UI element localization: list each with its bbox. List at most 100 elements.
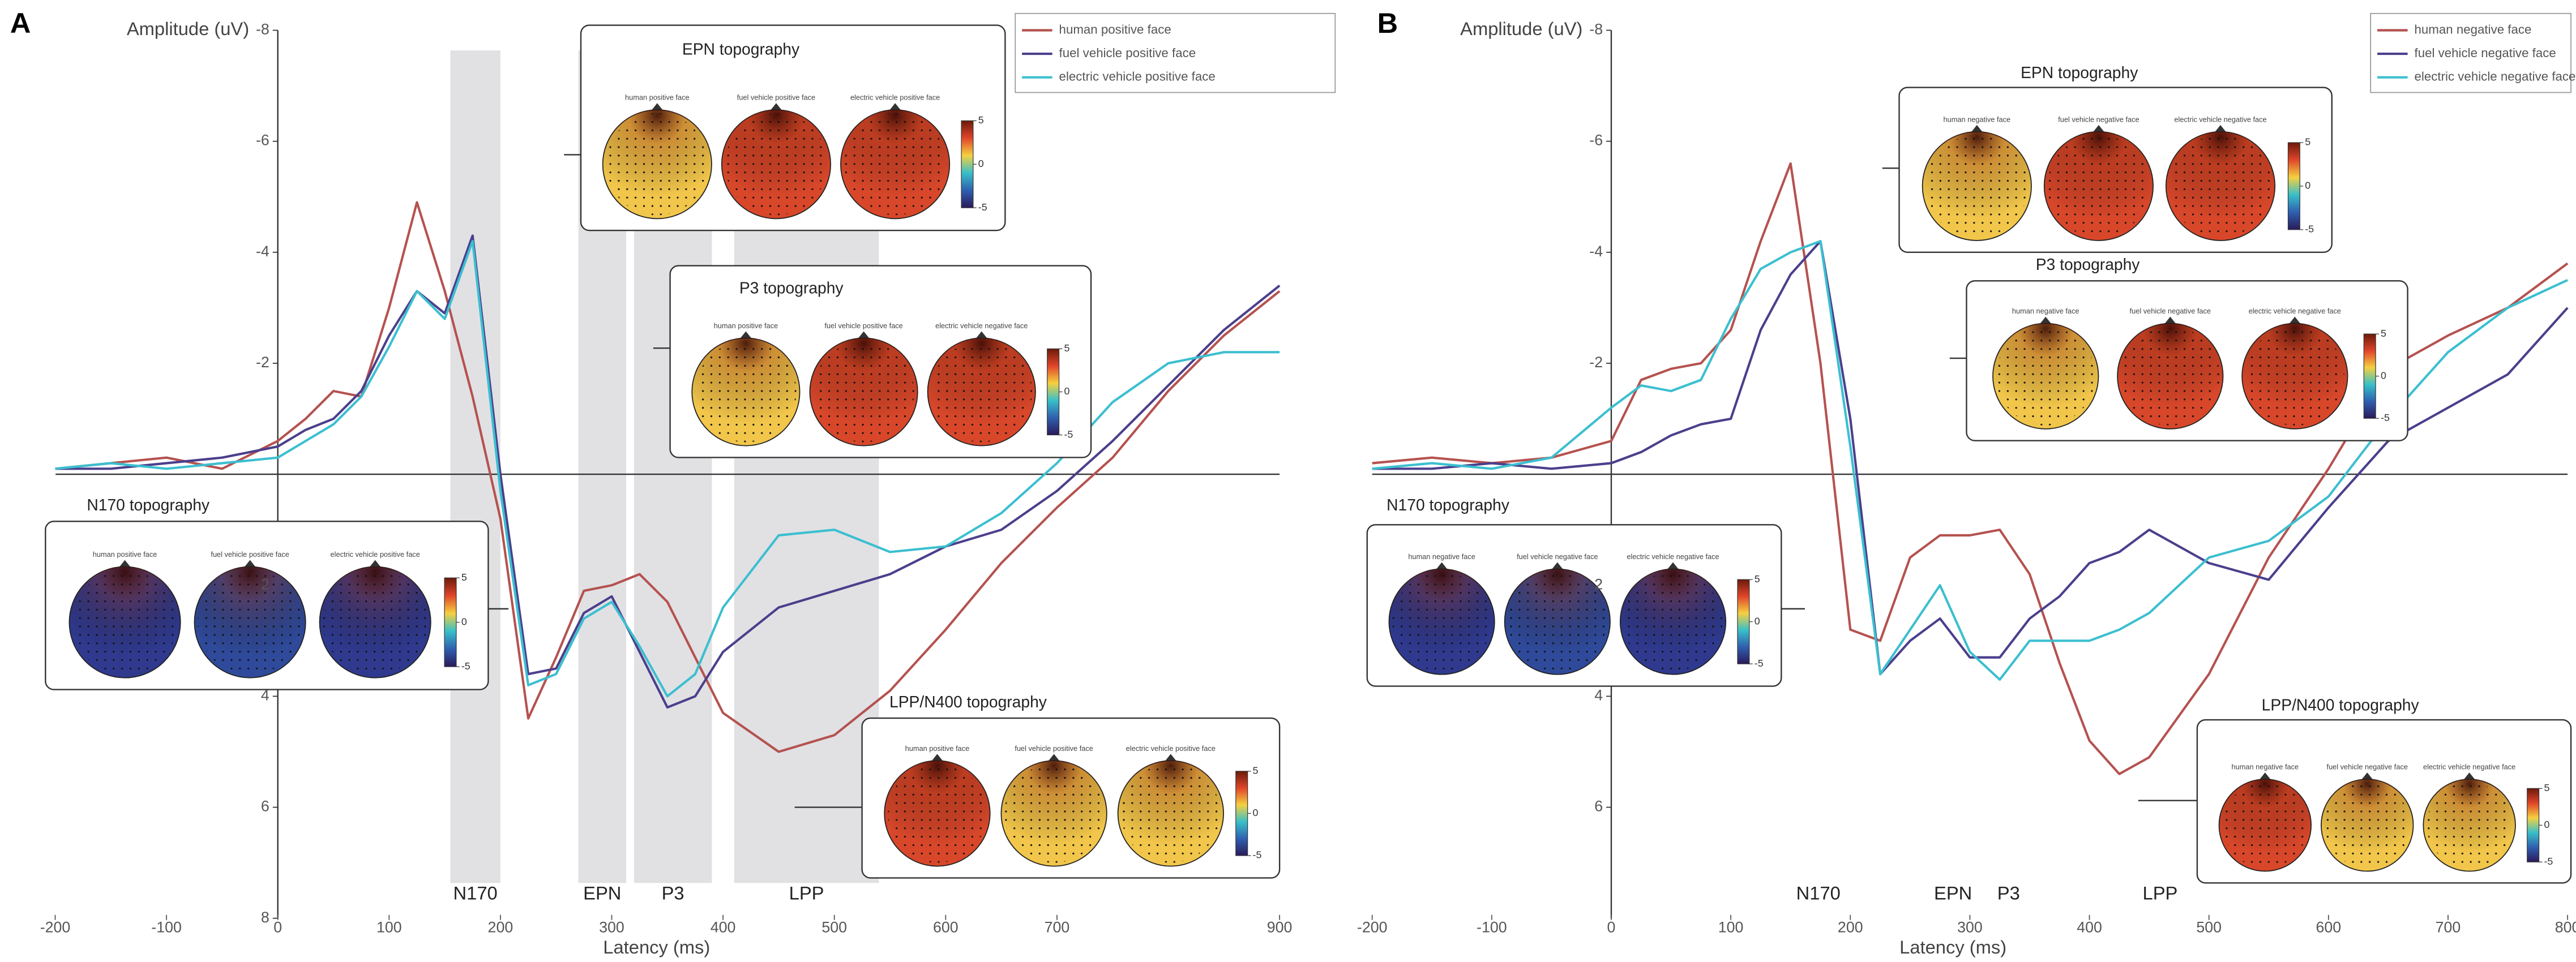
colorbar [2363,333,2376,419]
panel-label: A [10,7,31,39]
component-label: LPP [789,883,824,904]
topo-electrodes [323,570,427,675]
y-tick-label: 8 [261,909,269,926]
colorbar [444,577,457,667]
y-tick-label: 6 [261,798,269,815]
y-tick-label: 2 [261,576,269,592]
colorbar-label: 0 [2381,370,2386,381]
colorbar-label: 5 [2544,782,2549,793]
inset-title: P3 topography [739,279,844,297]
x-tick-label: 100 [376,919,402,936]
x-tick-label: 700 [2436,919,2461,936]
colorbar [1047,348,1060,436]
map-caption: electric vehicle positive face [850,93,940,102]
colorbar-label: 0 [2544,819,2549,830]
map-caption: fuel vehicle negative face [2130,307,2211,315]
colorbar-label: -5 [2381,412,2390,423]
colorbar-label: 0 [1064,385,1069,397]
colorbar-label: 5 [978,114,984,126]
colorbar-label: 5 [1253,765,1259,776]
colorbar-label: 0 [2305,180,2310,191]
topo-electrodes [2121,327,2220,426]
x-tick-label: 400 [2077,919,2102,936]
colorbar-label: 0 [1253,807,1259,818]
map-caption: fuel vehicle negative face [2327,763,2408,771]
head-nose [930,754,944,763]
topo-electrodes [2169,135,2272,238]
y-tick-label: -2 [256,354,269,371]
map-caption: human positive face [714,321,778,330]
x-tick-label: 800 [2555,919,2576,936]
topo-electrodes [2047,135,2150,238]
topo-electrodes [888,764,987,863]
head-nose [1163,754,1178,763]
head-nose [2288,316,2302,325]
legend-label: electric vehicle positive face [1059,70,1216,84]
topo-electrodes [1996,327,2095,426]
panel-label: B [1377,7,1398,39]
topo-electrodes [606,113,709,216]
map-caption: electric vehicle negative face [935,321,1028,330]
colorbar-label: -5 [1064,428,1073,440]
map-caption: fuel vehicle positive face [1015,744,1093,753]
colorbar-label: 5 [461,572,467,583]
map-caption: electric vehicle negative face [2249,307,2341,315]
colorbar-label: -5 [461,660,470,672]
y-axis-label: Amplitude (uV) [1460,18,1582,39]
topo-electrodes [2427,782,2512,868]
legend-label: electric vehicle negative face [2415,70,2576,84]
topo-electrodes [725,113,828,216]
head-nose [368,560,382,569]
erp-line [1372,240,2569,676]
colorbar [2527,788,2540,862]
x-tick-label: 900 [1267,919,1293,936]
map-caption: human negative face [2012,307,2079,315]
component-label: EPN [1934,883,1972,904]
topo-electrodes [695,341,797,443]
topo-electrodes [1121,764,1221,863]
inset-title: N170 topography [87,496,210,514]
colorbar-label: 5 [1064,342,1069,354]
map-caption: human positive face [905,744,970,753]
x-tick-label: 600 [933,919,958,936]
time-window [450,50,500,883]
inset-title: LPP/N400 topography [889,693,1047,711]
y-tick-label: -8 [1589,21,1603,38]
map-caption: human negative face [1944,115,2011,123]
lines [55,162,2569,775]
x-tick-label: 500 [821,919,847,936]
topo-electrodes [198,570,302,675]
head-nose [2039,316,2053,325]
y-tick-label: -6 [1589,132,1603,149]
head-nose [739,331,753,340]
legend-label: fuel vehicle negative face [2415,46,2556,60]
head-nose [118,560,132,569]
y-tick-label: 2 [1594,576,1603,592]
map-caption: fuel vehicle positive face [211,550,289,559]
component-label: LPP [2143,883,2178,904]
x-tick-label: 200 [1838,919,1863,936]
head-nose [2092,124,2106,134]
x-tick-label: 0 [1607,919,1616,936]
x-tick-label: -100 [1477,919,1507,936]
inset-title: N170 topography [1387,496,1510,514]
topo-electrodes [813,341,914,443]
map-caption: fuel vehicle positive face [737,93,815,102]
topo-electrodes [2245,327,2344,426]
colorbar [1235,771,1248,856]
x-tick-label: 500 [2196,919,2222,936]
map-caption: human positive face [625,93,690,102]
y-tick-label: -8 [256,21,269,38]
erp-line [55,234,1281,709]
legend-label: fuel vehicle positive face [1059,46,1196,60]
y-tick-label: 6 [1594,798,1603,815]
head-nose [2214,124,2227,134]
component-label: N170 [453,883,498,904]
x-tick-label: 200 [488,919,514,936]
x-tick-label: -100 [151,919,182,936]
colorbar-label: -5 [978,201,987,213]
map-caption: human negative face [1408,552,1475,561]
y-tick-label: -4 [256,243,269,260]
